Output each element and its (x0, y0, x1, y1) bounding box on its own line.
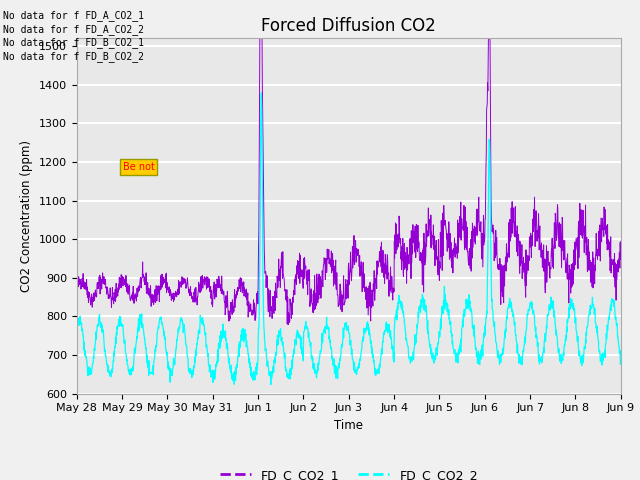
FD_C_CO2_1 (307, 289, 315, 295)
FD_C_CO2_2 (617, 348, 625, 353)
FD_C_CO2_1 (423, 228, 431, 234)
Text: Be not: Be not (123, 162, 154, 172)
FD_C_CO2_1 (316, 291, 323, 297)
Line: FD_C_CO2_2: FD_C_CO2_2 (77, 93, 621, 384)
FD_C_CO2_2 (316, 354, 323, 360)
FD_C_CO2_2 (73, 324, 81, 330)
X-axis label: Time: Time (334, 419, 364, 432)
FD_C_CO2_2 (363, 320, 371, 326)
FD_C_CO2_1 (617, 239, 625, 244)
FD_C_CO2_2 (543, 323, 550, 328)
FD_C_CO2_2 (105, 368, 113, 374)
Line: FD_C_CO2_1: FD_C_CO2_1 (77, 0, 621, 324)
Legend: FD_C_CO2_1, FD_C_CO2_2: FD_C_CO2_1, FD_C_CO2_2 (214, 464, 483, 480)
FD_C_CO2_1 (105, 292, 113, 298)
FD_C_CO2_1 (363, 305, 371, 311)
Text: No data for f FD_B_CO2_1: No data for f FD_B_CO2_1 (3, 37, 144, 48)
Text: No data for f FD_A_CO2_2: No data for f FD_A_CO2_2 (3, 24, 144, 35)
FD_C_CO2_1 (284, 322, 292, 327)
FD_C_CO2_2 (307, 340, 315, 346)
FD_C_CO2_2 (257, 90, 265, 96)
FD_C_CO2_1 (73, 284, 81, 290)
Text: No data for f FD_A_CO2_1: No data for f FD_A_CO2_1 (3, 11, 144, 22)
Text: No data for f FD_B_CO2_2: No data for f FD_B_CO2_2 (3, 51, 144, 62)
FD_C_CO2_2 (267, 382, 275, 387)
Y-axis label: CO2 Concentration (ppm): CO2 Concentration (ppm) (20, 140, 33, 292)
FD_C_CO2_2 (423, 317, 431, 323)
FD_C_CO2_1 (543, 243, 550, 249)
Title: Forced Diffusion CO2: Forced Diffusion CO2 (261, 17, 436, 36)
